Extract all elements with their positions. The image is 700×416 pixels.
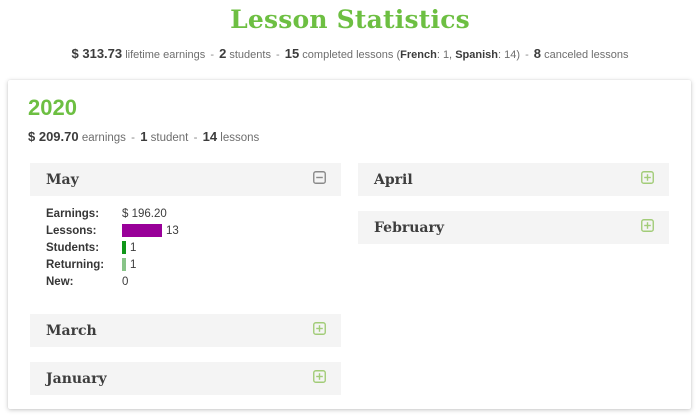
plus-square-icon[interactable] (313, 321, 326, 340)
months-accordion: May Earnings: $ 196.20 Lessons: (22, 163, 677, 395)
new-value: 0 (122, 275, 129, 288)
spanish-count: : 14) (497, 49, 520, 61)
stat-row-returning: Returning: 1 (46, 256, 341, 273)
returning-bar (122, 258, 126, 271)
canceled-lessons-value: 8 (533, 46, 542, 61)
stat-row-earnings: Earnings: $ 196.20 (46, 205, 341, 222)
month-label: February (374, 219, 445, 236)
year-students-value: 1 (140, 129, 148, 144)
lessons-bar-number: 13 (166, 224, 179, 237)
minus-square-icon[interactable] (313, 170, 326, 189)
stat-row-students: Students: 1 (46, 239, 341, 256)
year-earnings-label: earnings (81, 132, 126, 144)
month-stats-may: Earnings: $ 196.20 Lessons: 13 Students: (30, 196, 341, 299)
lifetime-earnings-label: lifetime earnings (125, 49, 206, 61)
accordion-column-left: May Earnings: $ 196.20 Lessons: (30, 163, 341, 395)
separator: - (210, 49, 215, 61)
spanish-label: Spanish (455, 49, 498, 61)
earnings-label: Earnings: (46, 207, 100, 220)
separator: - (276, 49, 280, 61)
students-value: 1 (122, 241, 136, 254)
year-lessons-value: 14 (202, 129, 218, 144)
accordion-header-february[interactable]: February (358, 211, 669, 244)
year-lessons-label: lessons (220, 132, 260, 144)
french-label: French (400, 49, 437, 61)
completed-lessons-label: completed lessons (302, 49, 394, 61)
students-bar (122, 241, 126, 254)
canceled-lessons-label: canceled lessons (544, 49, 629, 61)
completed-lessons-value: 15 (284, 46, 300, 61)
returning-value: 1 (122, 258, 136, 271)
year-statistics-card: 2020 $ 209.70 earnings - 1 student - 14 … (8, 80, 691, 409)
accordion-header-january[interactable]: January (30, 362, 341, 395)
accordion-header-april[interactable]: April (358, 163, 669, 196)
students-count-label: students (229, 49, 271, 61)
year-earnings-value: $ 209.70 (28, 129, 79, 144)
plus-square-icon[interactable] (641, 218, 654, 237)
separator: - (193, 132, 198, 144)
month-section-may: May Earnings: $ 196.20 Lessons: (30, 163, 341, 299)
students-bar-number: 1 (130, 241, 137, 254)
separator: - (525, 49, 529, 61)
students-label: Students: (46, 241, 100, 254)
earnings-value: $ 196.20 (122, 207, 167, 220)
month-label: May (46, 171, 79, 188)
year-title: 2020 (28, 95, 77, 120)
page-title: Lesson Statistics (230, 5, 470, 34)
plus-square-icon[interactable] (313, 369, 326, 388)
lessons-label: Lessons: (46, 224, 97, 237)
year-students-label: student (150, 132, 189, 144)
returning-label: Returning: (46, 258, 105, 271)
french-count: : 1, (436, 49, 453, 61)
lifetime-summary: $ 313.73 lifetime earnings - 2 students … (0, 46, 700, 63)
stat-row-lessons: Lessons: 13 (46, 222, 341, 239)
students-count-value: 2 (219, 46, 227, 61)
month-label: April (374, 171, 413, 188)
lessons-value: 13 (122, 224, 179, 237)
new-label: New: (46, 275, 74, 288)
plus-square-icon[interactable] (641, 170, 654, 189)
lesson-detail-open: ( (396, 49, 401, 61)
lessons-bar (122, 224, 162, 237)
year-summary: $ 209.70 earnings - 1 student - 14 lesso… (28, 130, 677, 145)
month-label: March (46, 322, 97, 339)
accordion-header-may[interactable]: May (30, 163, 341, 196)
accordion-header-march[interactable]: March (30, 314, 341, 347)
lifetime-earnings-value: $ 313.73 (71, 46, 123, 61)
returning-bar-number: 1 (130, 258, 137, 271)
month-label: January (46, 370, 107, 387)
stat-row-new: New: 0 (46, 273, 341, 290)
separator: - (131, 132, 135, 144)
accordion-column-right: April February (358, 163, 669, 244)
